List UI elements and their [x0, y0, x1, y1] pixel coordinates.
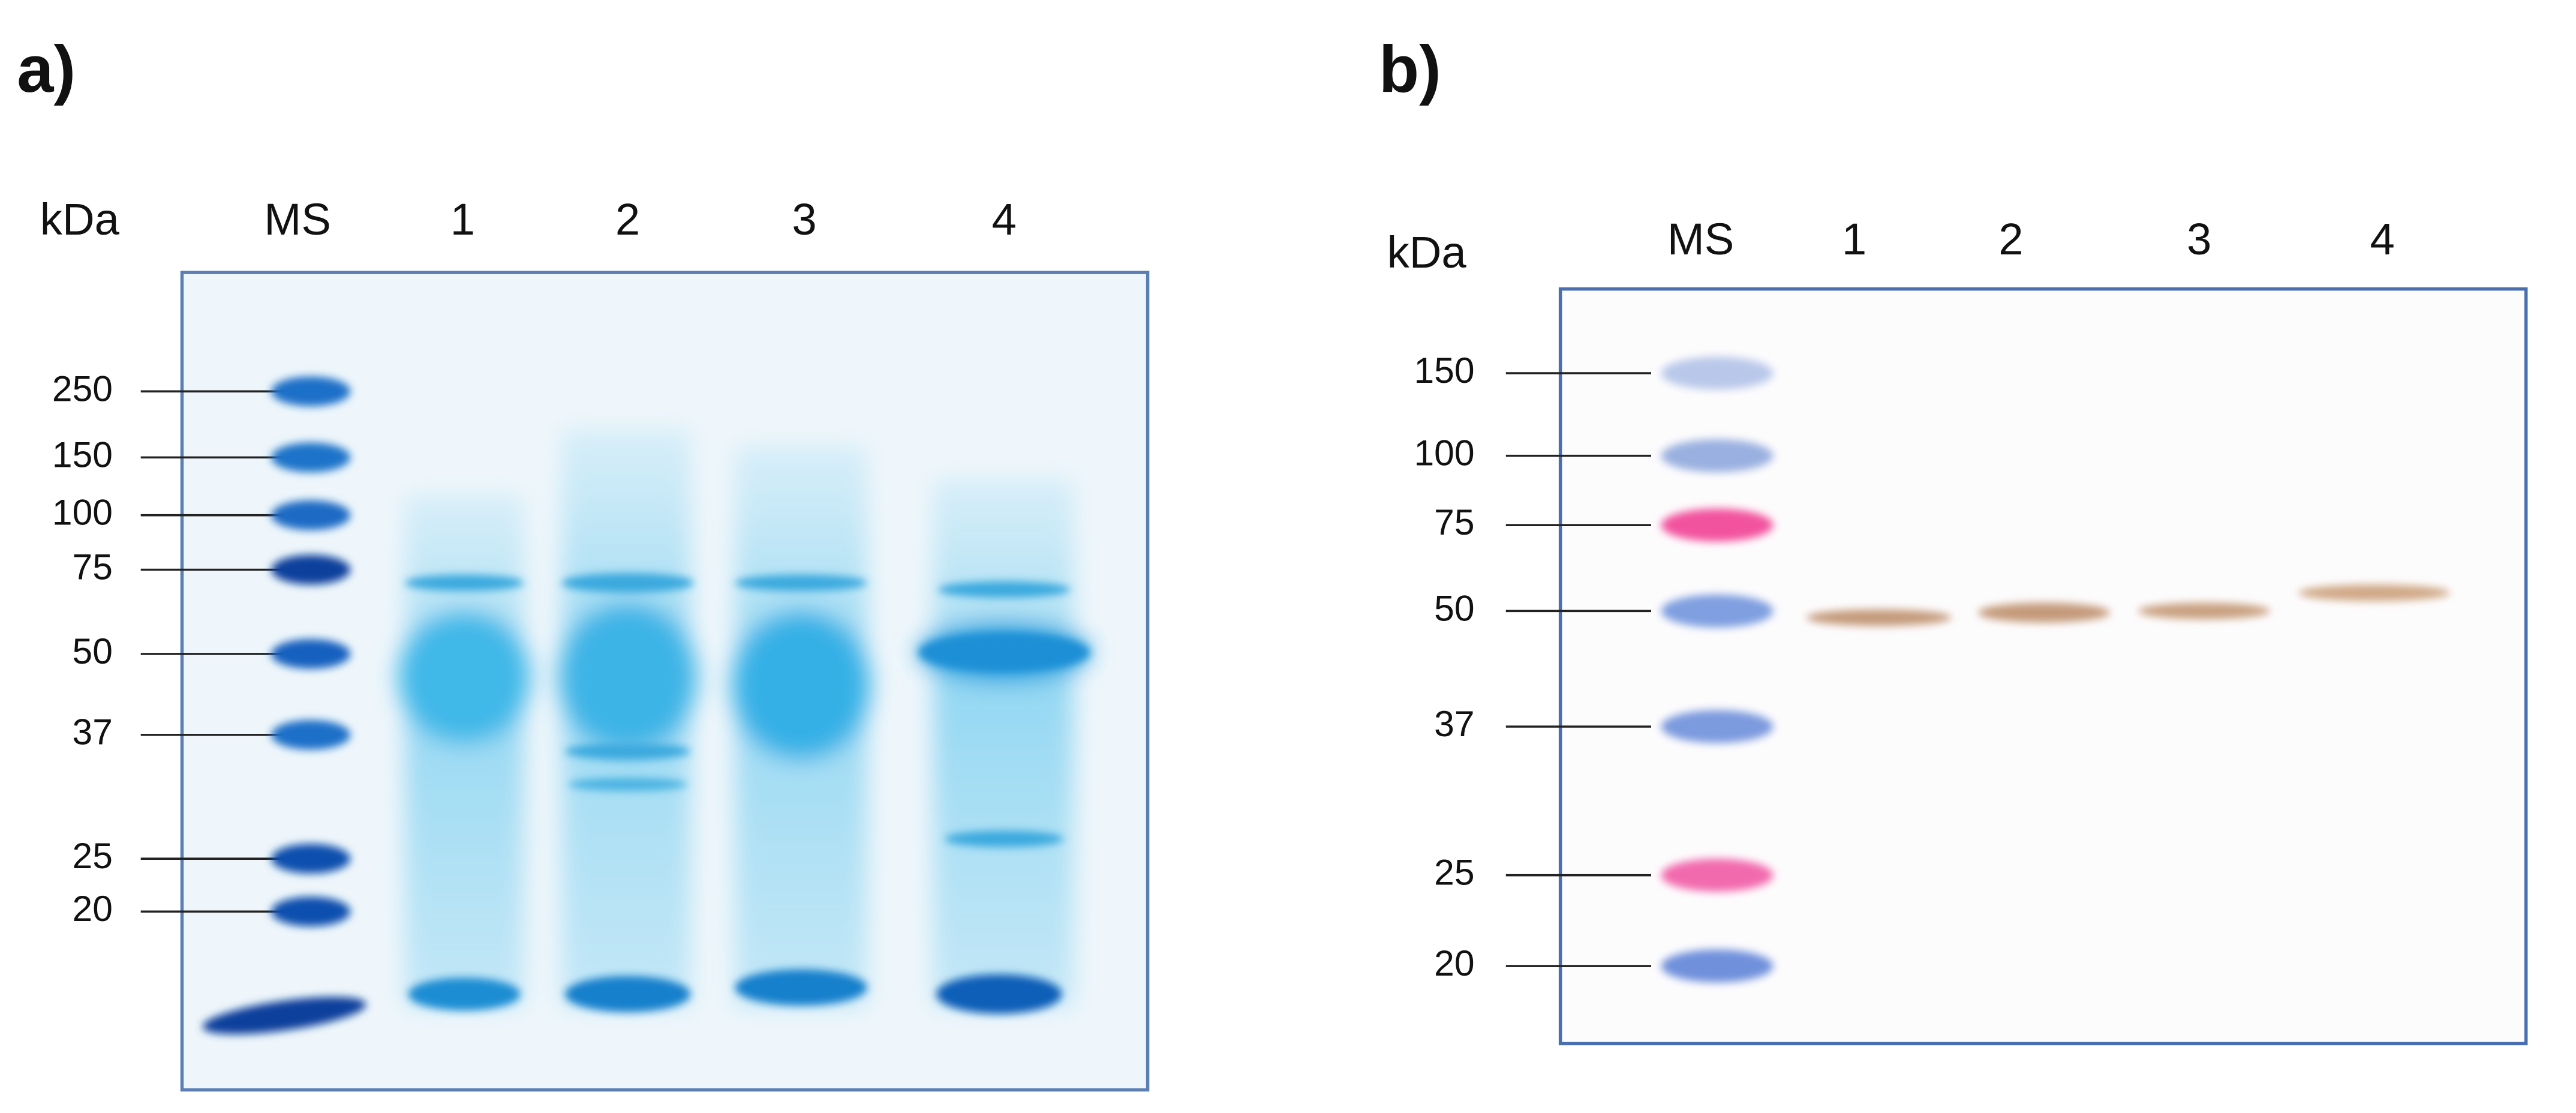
- marker-label: 100: [52, 492, 113, 533]
- marker-label: 25: [1434, 852, 1474, 893]
- marker-label: 250: [52, 368, 113, 409]
- western-bands: [1806, 584, 2451, 626]
- marker-band: [271, 442, 351, 473]
- marker-band: [271, 844, 351, 874]
- marker-band: [271, 719, 351, 750]
- lane-label: 2: [1998, 214, 2023, 264]
- lane-label: 4: [2370, 214, 2395, 264]
- lane-bands: [202, 573, 1090, 1034]
- lane-label: MS: [264, 194, 330, 244]
- marker-label: 50: [73, 631, 113, 671]
- marker-label: 150: [1414, 350, 1475, 391]
- marker-bands: [271, 356, 1774, 983]
- lane-label: 1: [450, 194, 475, 244]
- gel-a: [180, 271, 1150, 1092]
- lane-label: 3: [2187, 214, 2211, 264]
- membrane-frame: [1558, 287, 2528, 1046]
- marker-band: [1661, 949, 1774, 983]
- lane-label: 2: [615, 194, 640, 244]
- marker-label: 150: [52, 434, 113, 475]
- marker-band: [1661, 356, 1774, 390]
- marker-label: 75: [73, 547, 113, 587]
- marker-band: [1661, 508, 1774, 542]
- marker-label: 100: [1414, 433, 1475, 473]
- lane-label: 3: [792, 194, 816, 244]
- panel-label: a): [17, 32, 76, 106]
- unit-label: kDa: [40, 194, 120, 244]
- marker-band: [1661, 710, 1774, 743]
- marker-band: [271, 500, 351, 530]
- marker-label: 50: [1434, 587, 1474, 628]
- unit-label: kDa: [1387, 227, 1467, 277]
- marker-label: 20: [73, 888, 113, 929]
- lane-label: 1: [1842, 214, 1866, 264]
- gel-b: [1558, 287, 2528, 1046]
- marker-label: 75: [1434, 502, 1474, 542]
- marker-band: [271, 376, 351, 407]
- marker-band: [1661, 859, 1774, 892]
- panel-label: b): [1379, 32, 1441, 106]
- marker-label: 37: [73, 712, 113, 752]
- marker-label: 20: [1434, 943, 1474, 983]
- marker-band: [271, 554, 351, 585]
- marker-band: [271, 639, 351, 669]
- marker-band: [1661, 439, 1774, 473]
- lane-smears: [398, 429, 1090, 1007]
- labels: a) kDa MS 1 2 3 4 250 150 100 75 50 37 25 20 b) kDa MS 1 2 3…: [17, 32, 2395, 983]
- marker-band: [1661, 594, 1774, 628]
- marker-label: 37: [1434, 703, 1474, 744]
- lane-label: 4: [991, 194, 1016, 244]
- marker-label: 25: [73, 835, 113, 876]
- marker-band: [271, 896, 351, 926]
- lane-label: MS: [1667, 214, 1734, 264]
